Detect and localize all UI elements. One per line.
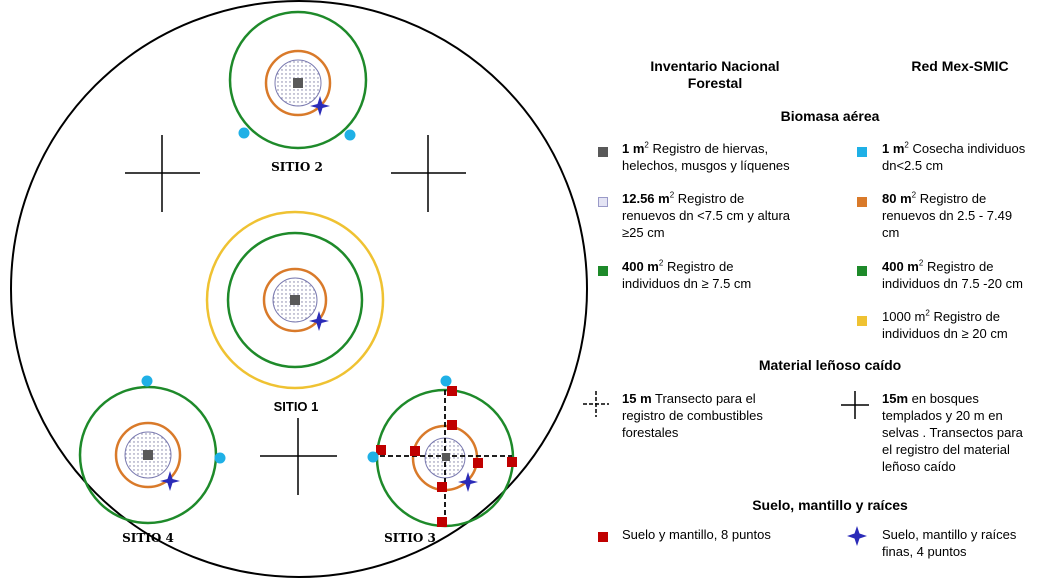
sampling-plot-diagram: SITIO 2 SITIO 1 SITIO 4 <box>10 0 588 578</box>
sitio-4-plot <box>78 375 226 525</box>
inf-transect: 15 m Transecto para el registro de combu… <box>622 391 763 440</box>
red-item-1000m2: 1000 m2 Registro de individuos dn ≥ 20 c… <box>882 308 1008 341</box>
yellow-square-swatch <box>857 316 867 326</box>
orange-square-swatch <box>857 197 867 207</box>
sitio-1-label: SITIO 1 <box>274 399 319 414</box>
cross-transect-bottom <box>260 418 337 495</box>
sitio-4-label: SITIO 4 <box>122 531 174 545</box>
header-inf: Inventario Nacional Forestal <box>650 58 780 91</box>
gray-square-swatch <box>598 147 608 157</box>
red-suelo: Suelo, mantillo y raíces finas, 4 puntos <box>882 527 1017 559</box>
inf-suelo: Suelo y mantillo, 8 puntos <box>622 527 771 542</box>
dashed-cross-icon <box>583 391 609 417</box>
red-transect: 15m en bosques templados y 20 m en selva… <box>882 391 1023 474</box>
green-square-swatch-red <box>857 266 867 276</box>
red-item-1m2: 1 m2 Cosecha individuos dn<2.5 cm <box>882 140 1026 173</box>
cyan-square-swatch <box>857 147 867 157</box>
inf-item-1m2: 1 m2 Registro de hiervas, helechos, musg… <box>622 140 790 173</box>
dotted-square-swatch <box>598 197 608 207</box>
sitio-1-plot <box>205 210 385 390</box>
header-red: Red Mex-SMIC <box>911 58 1009 74</box>
section-material: Material leñoso caído <box>758 357 902 373</box>
inf-item-12m2: 12.56 m2 Registro de renuevos dn <7.5 cm… <box>622 190 791 240</box>
red-item-80m2: 80 m2 Registro de renuevos dn 2.5 - 7.49… <box>882 190 1013 240</box>
sitio-2-label: SITIO 2 <box>271 160 323 174</box>
cross-transect-right <box>391 135 466 212</box>
sitio-2-plot <box>228 10 368 150</box>
blue-star-icon <box>847 526 867 546</box>
section-suelo: Suelo, mantillo y raíces <box>752 497 908 513</box>
green-square-swatch <box>598 266 608 276</box>
red-item-400m2: 400 m2 Registro de individuos dn 7.5 -20… <box>882 258 1023 291</box>
sitio-3-plot <box>367 375 517 528</box>
red-square-swatch <box>598 532 608 542</box>
solid-cross-icon <box>841 391 869 419</box>
cross-transect-left <box>125 135 200 212</box>
inf-item-400m2: 400 m2 Registro de individuos dn ≥ 7.5 c… <box>622 258 752 291</box>
sitio-3-label: SITIO 3 <box>384 531 436 545</box>
section-biomasa: Biomasa aérea <box>780 108 880 124</box>
outer-plot-circle <box>10 0 588 578</box>
